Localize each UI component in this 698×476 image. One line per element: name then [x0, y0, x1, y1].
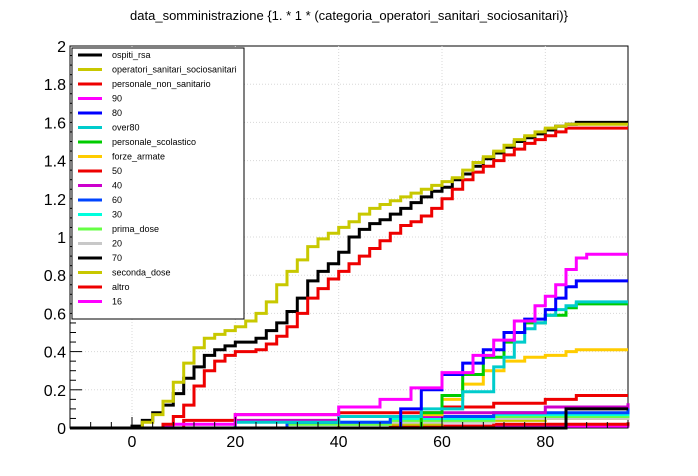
series-line-operatori_sanitari_sociosanitari [70, 122, 628, 430]
legend-label: operatori_sanitari_sociosanitari [112, 65, 237, 75]
y-tick-label: 2 [57, 39, 66, 56]
y-tick-label: 1.2 [44, 192, 66, 209]
legend-label: 50 [112, 166, 122, 176]
legend-label: 16 [112, 297, 122, 307]
legend-label: 90 [112, 94, 122, 104]
legend-label: seconda_dose [112, 268, 171, 278]
y-tick-label: 1 [57, 230, 66, 247]
chart-title: data_somministrazione {1. * 1 * (categor… [130, 8, 568, 23]
x-tick-label: 60 [433, 434, 451, 451]
y-tick-label: 0.8 [44, 268, 66, 285]
legend-label: 80 [112, 108, 122, 118]
y-tick-label: 0.2 [44, 383, 66, 400]
legend-label: personale_non_sanitario [112, 79, 211, 89]
legend-label: altro [112, 282, 130, 292]
x-tick-label: 40 [330, 434, 348, 451]
series-line-80 [70, 279, 628, 430]
y-tick-label: 1.4 [44, 154, 66, 171]
axes: 0 20 40 60 80 0 0.2 0.4 0.6 0.8 1 1.2 1.4 1.6 1.8 2 [44, 39, 629, 451]
legend-label: 20 [112, 239, 122, 249]
legend-label: ospiti_rsa [112, 50, 151, 60]
legend-label: forze_armate [112, 152, 165, 162]
series-line-personale_non_sanitario [70, 126, 628, 430]
x-tick-label: 0 [128, 434, 137, 451]
legend-label: 30 [112, 210, 122, 220]
legend-label: over80 [112, 123, 140, 133]
legend-label: 40 [112, 181, 122, 191]
y-tick-label: 0.6 [44, 306, 66, 323]
x-tick-label: 80 [536, 434, 554, 451]
x-tick-label: 20 [226, 434, 244, 451]
series-line-70 [70, 120, 628, 430]
legend-label: 70 [112, 253, 122, 263]
legend-label: 60 [112, 195, 122, 205]
legend: ospiti_rsa operatori_sanitari_sociosanita… [71, 47, 245, 320]
y-tick-label: 0.4 [44, 345, 66, 362]
y-tick-label: 1.6 [44, 115, 66, 132]
y-tick-label: 0 [57, 421, 66, 438]
legend-label: prima_dose [112, 224, 159, 234]
series-line-forze_armate [70, 348, 628, 430]
legend-label: personale_scolastico [112, 137, 196, 147]
y-tick-label: 1.8 [44, 77, 66, 94]
